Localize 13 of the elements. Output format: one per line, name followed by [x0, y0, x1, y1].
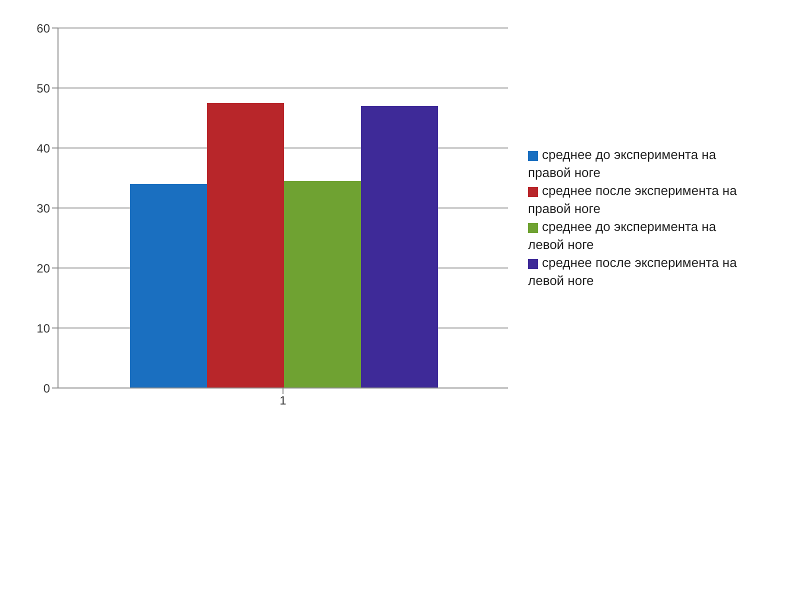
bar — [130, 184, 207, 388]
y-tick-label: 0 — [43, 381, 50, 396]
y-tick-label: 10 — [36, 321, 50, 336]
legend-label: среднее после эксперимента на левой ноге — [528, 255, 737, 288]
y-tick-label: 30 — [36, 201, 50, 216]
x-tick-label: 1 — [280, 394, 287, 408]
bar — [284, 181, 361, 388]
bar — [361, 106, 438, 388]
bar — [207, 103, 284, 388]
y-tick-label: 60 — [36, 21, 50, 36]
y-tick-label: 40 — [36, 141, 50, 156]
y-tick-label: 20 — [36, 261, 50, 276]
y-tick-label: 50 — [36, 81, 50, 96]
